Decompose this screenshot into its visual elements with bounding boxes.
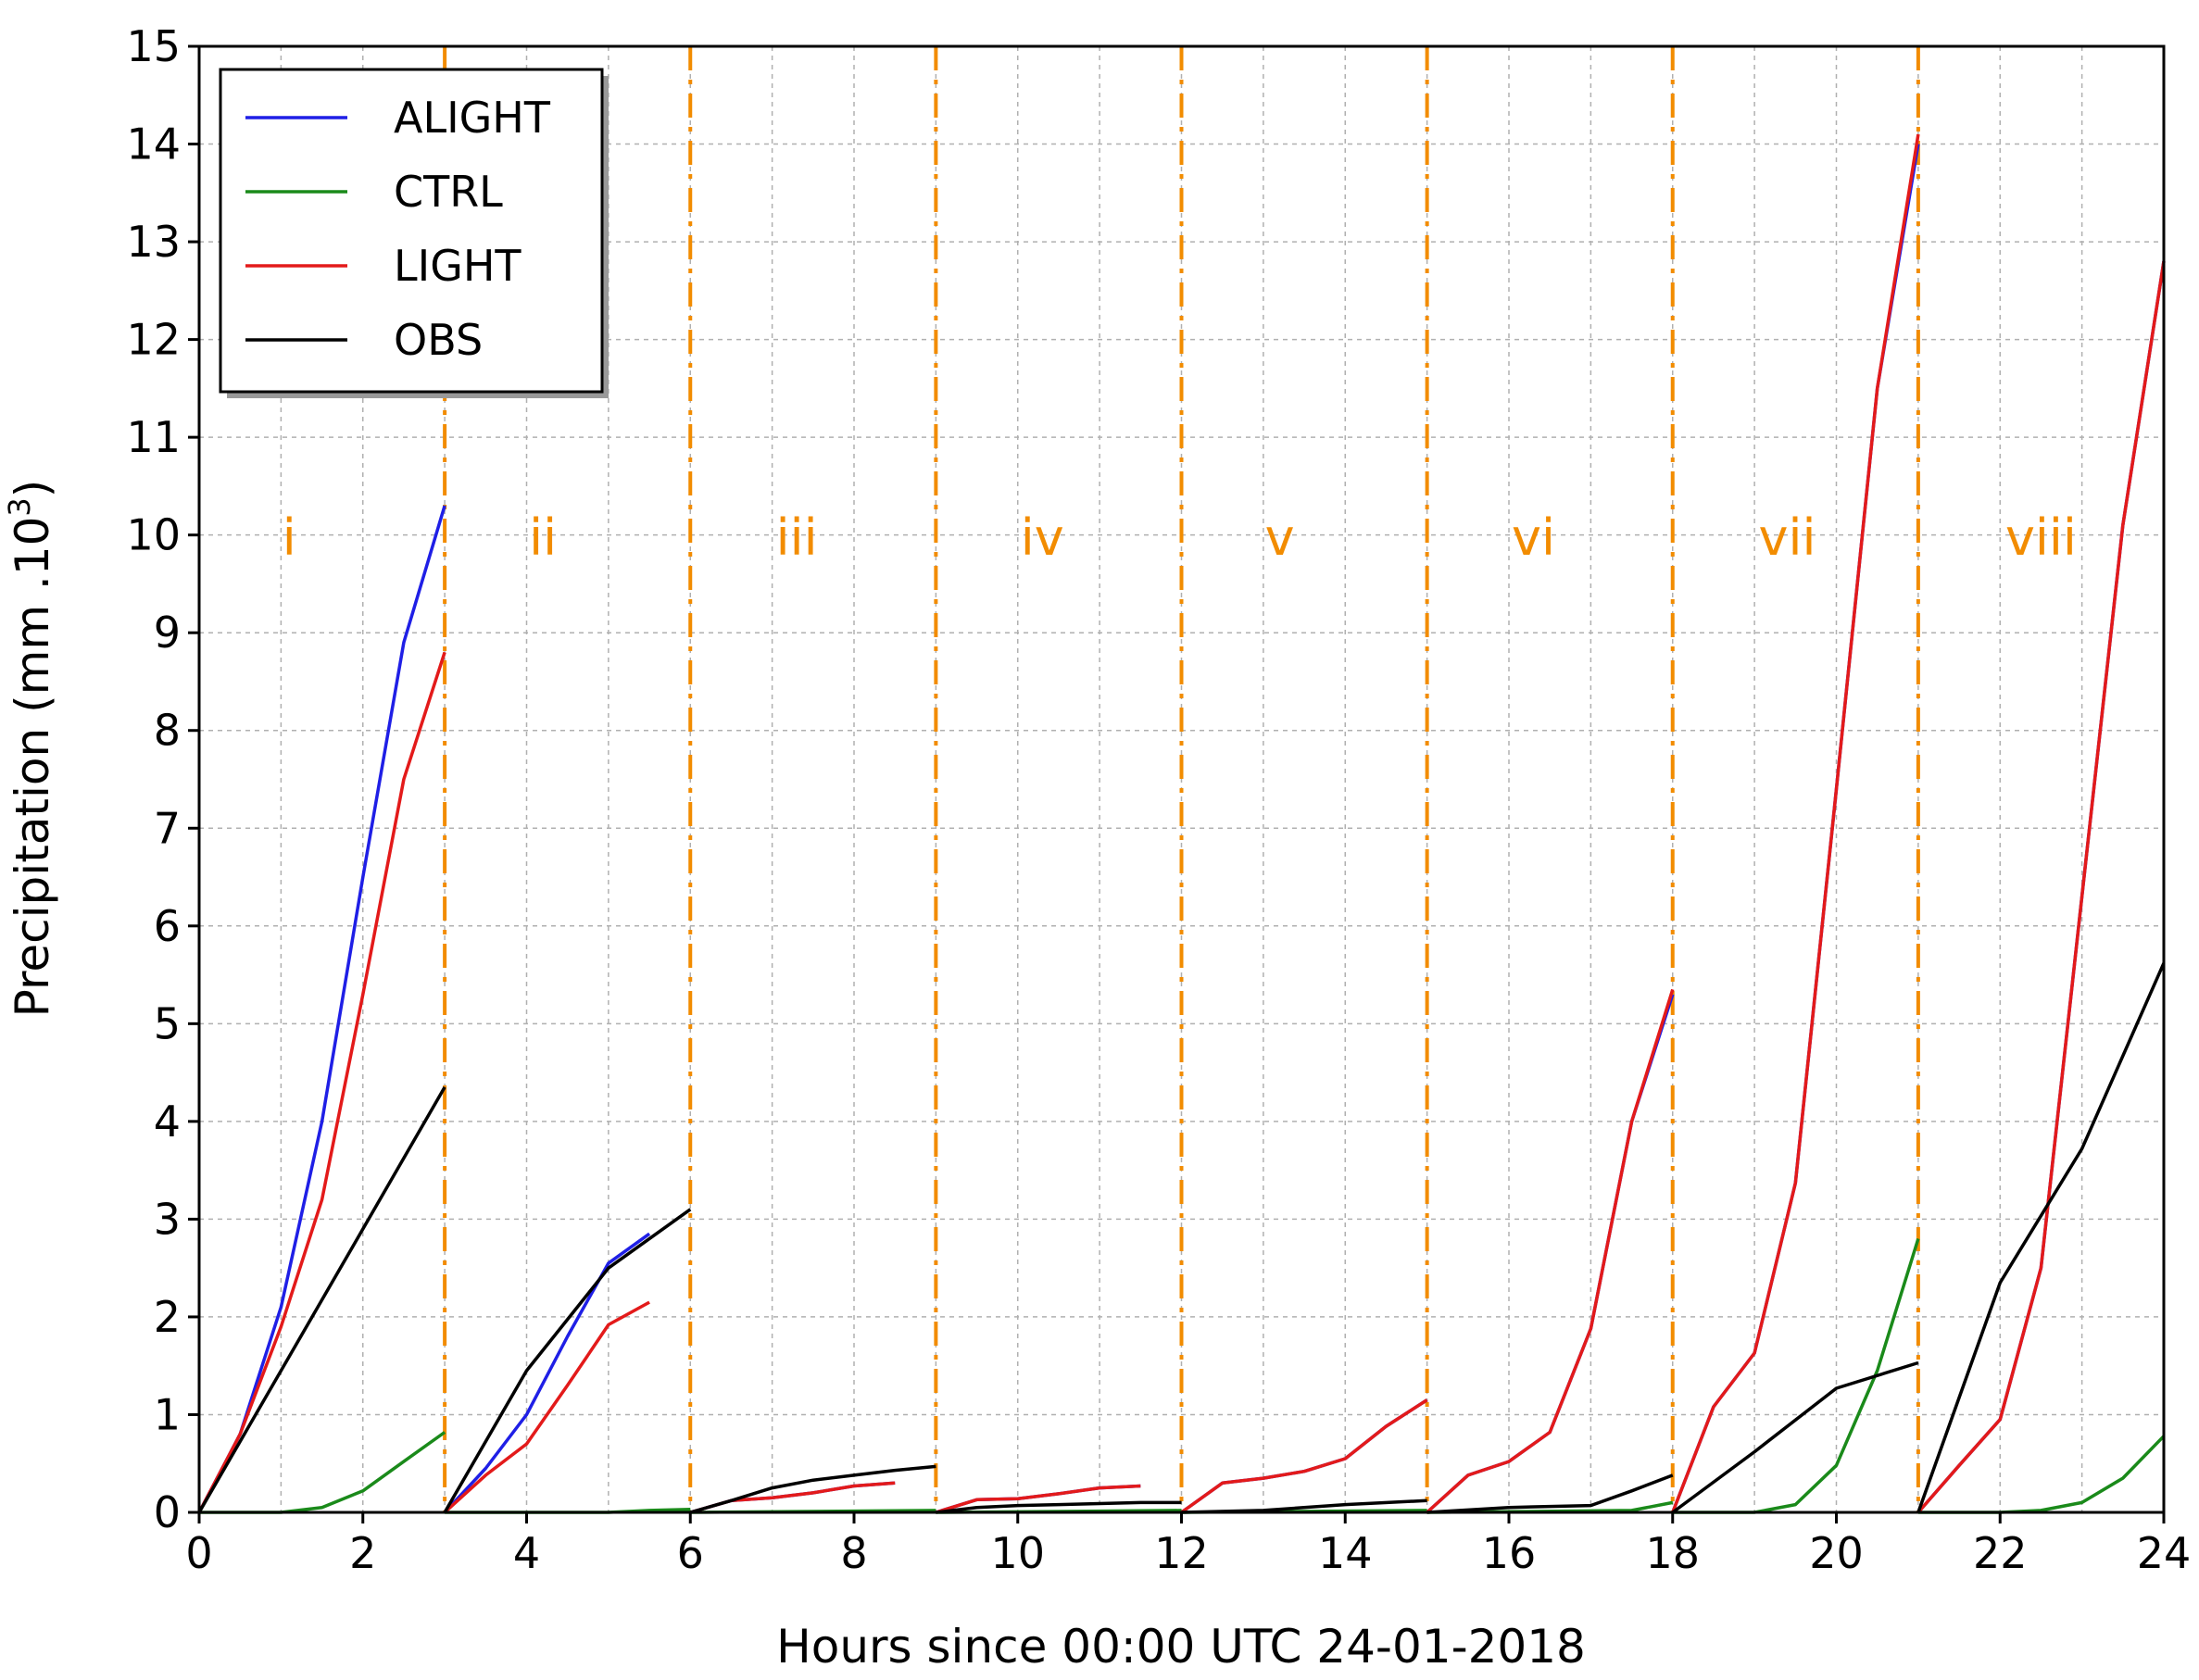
legend-label: ALIGHT (394, 93, 551, 143)
period-label: v (1265, 508, 1295, 567)
x-tick-label: 18 (1645, 1528, 1700, 1578)
period-labels: i ii iii iv v vi vii viii (283, 508, 2077, 567)
series-line-segment (1671, 1360, 1919, 1514)
period-label: iii (776, 508, 818, 567)
x-tick-label: 10 (990, 1528, 1045, 1578)
legend-label: CTRL (394, 167, 503, 217)
x-tick-label: 22 (1973, 1528, 2028, 1578)
series-line-segment (1426, 1473, 1674, 1514)
x-axis-ticks: 0 2 4 6 8 10 12 14 16 18 20 22 24 (185, 1512, 2191, 1578)
y-tick-label: 3 (154, 1194, 181, 1244)
period-label: vii (1758, 508, 1816, 567)
series-obs (197, 962, 2166, 1514)
series-line-segment (197, 651, 446, 1513)
y-tick-label: 7 (154, 803, 181, 853)
x-tick-label: 12 (1154, 1528, 1209, 1578)
y-tick-label: 8 (154, 706, 181, 756)
series-lines (197, 133, 2166, 1514)
legend-box (219, 68, 604, 394)
series-line-segment (1671, 133, 1920, 1513)
y-tick-label: 14 (126, 119, 181, 169)
y-tick-label: 13 (126, 217, 181, 267)
y-tick-label: 9 (154, 608, 181, 658)
period-label: i (283, 508, 296, 567)
y-axis-label-superscript: 3 (2, 497, 37, 516)
period-label: viii (2005, 508, 2077, 567)
y-tick-label: 15 (126, 21, 181, 71)
x-tick-label: 14 (1318, 1528, 1373, 1578)
y-tick-label: 11 (126, 412, 181, 462)
x-tick-label: 2 (349, 1528, 376, 1578)
series-line-segment (689, 1464, 936, 1514)
legend-label: LIGHT (394, 241, 521, 291)
series-line-segment (1180, 1398, 1428, 1514)
legend-item-alight: ALIGHT (245, 93, 551, 143)
series-line-segment (197, 1086, 446, 1513)
x-tick-label: 4 (513, 1528, 540, 1578)
y-axis-label: Precipitation (mm .103) (2, 480, 59, 1018)
x-tick-label: 20 (1809, 1528, 1864, 1578)
legend-label: OBS (394, 315, 483, 365)
y-tick-label: 12 (126, 315, 181, 365)
period-label: iv (1021, 508, 1064, 567)
series-light (197, 133, 2166, 1514)
x-tick-label: 24 (2137, 1528, 2192, 1578)
y-tick-label: 2 (154, 1292, 181, 1342)
x-tick-label: 16 (1482, 1528, 1537, 1578)
y-axis-label-close: ) (6, 480, 59, 498)
x-tick-label: 8 (840, 1528, 867, 1578)
x-tick-label: 0 (185, 1528, 212, 1578)
y-axis-label-main: Precipitation (mm .10 (6, 517, 59, 1018)
y-tick-label: 1 (154, 1389, 181, 1439)
series-line-segment (443, 1300, 650, 1514)
y-tick-label: 4 (154, 1097, 181, 1147)
series-line-segment (443, 1208, 692, 1513)
y-tick-label: 6 (154, 901, 181, 951)
y-tick-label: 10 (126, 510, 181, 560)
legend-item-light: LIGHT (245, 241, 521, 291)
series-line-segment (936, 1500, 1182, 1514)
series-line-segment (1916, 260, 2166, 1514)
legend: ALIGHT CTRL LIGHT OBS (219, 68, 609, 398)
x-axis-label: Hours since 00:00 UTC 24-01-2018 (776, 1620, 1586, 1674)
y-tick-label: 5 (154, 998, 181, 1048)
series-line-segment (1426, 988, 1675, 1514)
x-tick-label: 6 (677, 1528, 704, 1578)
series-line-segment (1916, 962, 2166, 1513)
series-line-segment (935, 1484, 1141, 1514)
y-tick-label: 0 (154, 1487, 181, 1537)
period-label: vi (1512, 508, 1555, 567)
period-label: ii (529, 508, 557, 567)
series-line-segment (443, 1232, 651, 1514)
legend-item-ctrl: CTRL (245, 167, 503, 217)
legend-item-obs: OBS (245, 315, 483, 365)
